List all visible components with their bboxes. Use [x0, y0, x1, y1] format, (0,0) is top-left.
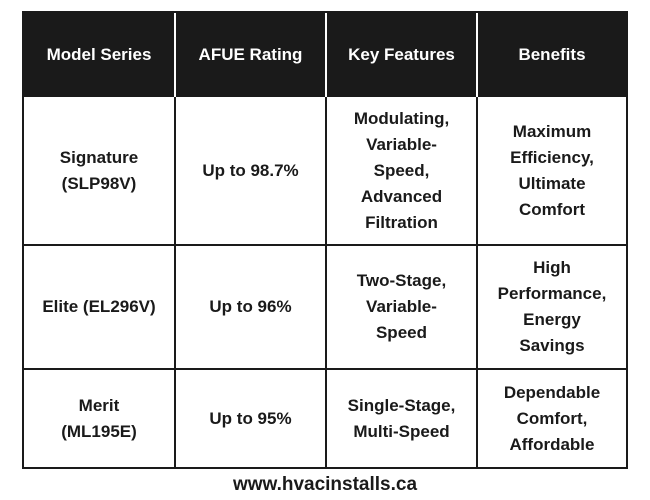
benefits-cell: Dependable Comfort, Affordable — [503, 382, 601, 454]
model-cell: Signature (SLP98V) — [24, 97, 176, 244]
features-cell: Modulating, Variable- Speed, Advanced Fi… — [327, 97, 478, 244]
model-cell: Elite (EL296V) — [24, 246, 176, 368]
header-key-features: Key Features — [327, 13, 478, 97]
table-row: Merit (ML195E) Up to 95% Single-Stage, M… — [24, 370, 626, 467]
header-model-series: Model Series — [24, 13, 176, 97]
header-afue-rating: AFUE Rating — [176, 13, 327, 97]
features-cell: Two-Stage, Variable- Speed — [327, 246, 478, 368]
website-footer: www.hvacinstalls.ca — [232, 474, 418, 495]
afue-cell: Up to 96% — [176, 246, 327, 368]
comparison-table: Model Series AFUE Rating Key Features Be… — [22, 11, 628, 469]
model-cell: Merit (ML195E) — [24, 370, 176, 467]
afue-cell: Up to 95% — [176, 370, 327, 467]
features-cell: Single-Stage, Multi-Speed — [327, 370, 478, 467]
table-row: Elite (EL296V) Up to 96% Two-Stage, Vari… — [24, 246, 626, 370]
afue-cell: Up to 98.7% — [176, 97, 327, 244]
table-header-row: Model Series AFUE Rating Key Features Be… — [24, 13, 626, 97]
benefits-cell: Maximum Efficiency, Ultimate Comfort — [510, 121, 594, 219]
header-benefits: Benefits — [518, 45, 586, 64]
table-row: Signature (SLP98V) Up to 98.7% Modulatin… — [24, 97, 626, 246]
benefits-cell: High Performance, Energy Savings — [497, 258, 607, 355]
